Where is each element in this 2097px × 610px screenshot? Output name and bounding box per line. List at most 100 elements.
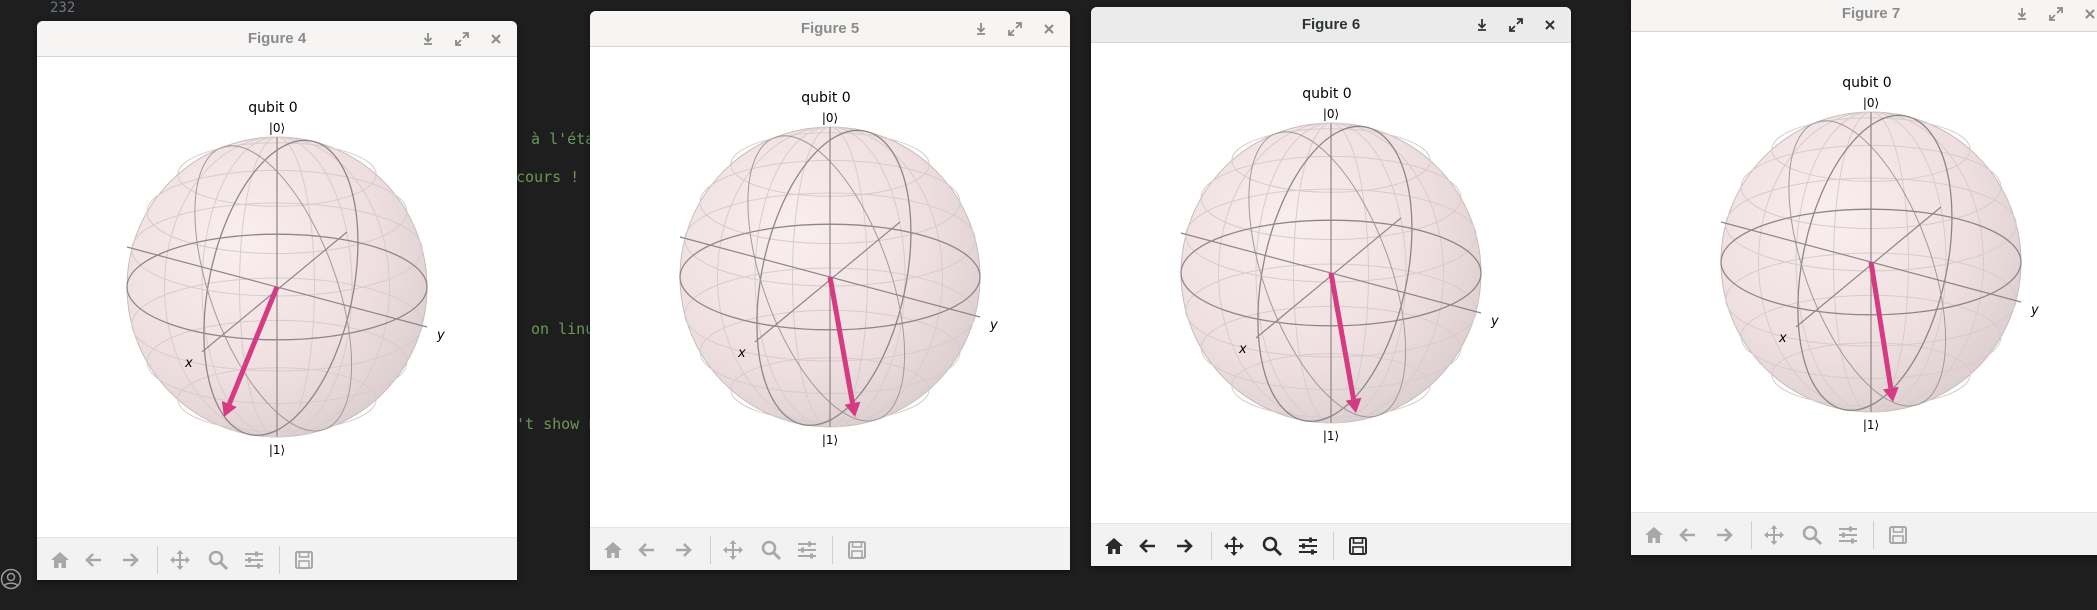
window-title: Figure 5 [800,20,860,37]
forward-arrow-icon [1173,535,1195,557]
forward-arrow-button[interactable] [1713,524,1735,546]
save-button[interactable] [846,539,868,561]
x-axis [754,221,901,343]
download-icon [419,30,437,48]
state-vector-head [844,401,861,417]
figure-window-6[interactable]: Figure 6 qubit 0 |0⟩ |1⟩ x y [1091,7,1571,566]
zoom-button[interactable] [1261,535,1283,557]
zoom-button[interactable] [207,549,229,571]
figure-window-4[interactable]: Figure 4 qubit 0 |0⟩ |1⟩ x y [37,21,517,580]
zoom-icon [1261,535,1283,557]
code-snippet-4: 't show u [516,415,598,433]
figure-canvas[interactable]: qubit 0 |0⟩ |1⟩ x y [590,47,1070,528]
home-button[interactable] [602,539,624,561]
forward-arrow-icon [119,549,141,571]
maximize-icon [1507,16,1525,34]
figure-window-5[interactable]: Figure 5 qubit 0 |0⟩ |1⟩ x y [590,11,1070,570]
back-arrow-icon [1677,524,1699,546]
download-button[interactable] [2013,5,2031,23]
back-arrow-icon [1137,535,1159,557]
window-titlebar[interactable]: Figure 7 [1631,0,2097,32]
meridian-circle-2 [747,135,906,422]
zoom-button[interactable] [1801,524,1823,546]
pan-icon [1223,535,1245,557]
zoom-icon [207,549,229,571]
maximize-button[interactable] [453,30,471,48]
account-icon[interactable] [0,568,22,590]
meridian-circle-2 [1248,131,1407,418]
forward-arrow-button[interactable] [119,549,141,571]
download-button[interactable] [972,20,990,38]
home-button[interactable] [1103,535,1125,557]
window-title: Figure 7 [1841,5,1901,22]
close-button[interactable] [2081,5,2097,23]
maximize-button[interactable] [1006,20,1024,38]
save-button[interactable] [293,549,315,571]
save-button[interactable] [1347,535,1369,557]
navigation-toolbar [37,537,517,580]
configure-subplots-button[interactable] [796,539,818,561]
navigation-toolbar [1091,523,1571,566]
back-arrow-button[interactable] [83,549,105,571]
maximize-icon [453,30,471,48]
home-button[interactable] [49,549,71,571]
maximize-icon [1006,20,1024,38]
meridian-circle-2 [194,145,353,432]
state-vector-head [1345,397,1362,413]
y-axis-label: y [2030,303,2039,318]
pan-button[interactable] [1223,535,1245,557]
download-icon [1473,16,1491,34]
pan-button[interactable] [169,549,191,571]
state-vector-head [221,401,237,417]
download-button[interactable] [1473,16,1491,34]
configure-subplots-button[interactable] [243,549,265,571]
download-button[interactable] [419,30,437,48]
window-titlebar[interactable]: Figure 5 [590,11,1070,47]
window-titlebar[interactable]: Figure 4 [37,21,517,57]
qubit-title: qubit 0 [801,90,850,106]
back-arrow-button[interactable] [1677,524,1699,546]
download-icon [972,20,990,38]
close-button[interactable] [487,30,505,48]
forward-arrow-button[interactable] [1173,535,1195,557]
qubit-title: qubit 0 [1842,75,1891,91]
close-button[interactable] [1541,16,1559,34]
configure-subplots-button[interactable] [1297,535,1319,557]
state-vector [1328,272,1357,400]
configure-subplots-button[interactable] [1837,524,1859,546]
pan-icon [169,549,191,571]
navigation-toolbar [1631,512,2097,555]
home-button[interactable] [1643,524,1665,546]
pan-button[interactable] [722,539,744,561]
back-arrow-button[interactable] [1137,535,1159,557]
close-icon [1541,16,1559,34]
y-axis-label: y [436,328,445,343]
figure-window-7[interactable]: Figure 7 qubit 0 |0⟩ |1⟩ x y [1631,0,2097,555]
meridian-circle [1257,125,1413,422]
figure-canvas[interactable]: qubit 0 |0⟩ |1⟩ x y [1091,43,1571,524]
ket0-label: |0⟩ [1323,107,1339,121]
x-axis [1795,206,1942,328]
save-button[interactable] [1887,524,1909,546]
zoom-icon [760,539,782,561]
back-arrow-icon [636,539,658,561]
window-titlebar[interactable]: Figure 6 [1091,7,1571,43]
ket1-label: |1⟩ [1323,429,1339,443]
pan-icon [722,539,744,561]
maximize-button[interactable] [1507,16,1525,34]
figure-canvas[interactable]: qubit 0 |0⟩ |1⟩ x y [37,57,517,538]
qubit-title: qubit 0 [248,100,297,116]
x-axis-label: x [184,356,193,371]
qubit-title: qubit 0 [1302,86,1351,102]
back-arrow-icon [83,549,105,571]
home-icon [49,549,71,571]
forward-arrow-button[interactable] [672,539,694,561]
maximize-button[interactable] [2047,5,2065,23]
zoom-button[interactable] [760,539,782,561]
close-button[interactable] [1040,20,1058,38]
figure-canvas[interactable]: qubit 0 |0⟩ |1⟩ x y [1631,32,2097,513]
back-arrow-button[interactable] [636,539,658,561]
ket0-label: |0⟩ [822,111,838,125]
home-icon [1643,524,1665,546]
pan-button[interactable] [1763,524,1785,546]
